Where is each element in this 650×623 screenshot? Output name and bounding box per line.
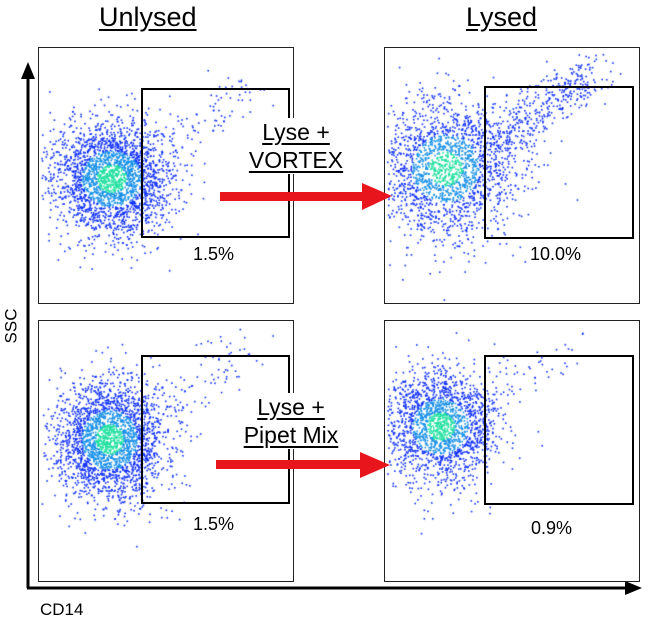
gate-percent: 1.5% — [193, 244, 235, 264]
scatter-top-right — [385, 48, 641, 305]
panel-bottom-left: 1.5% — [38, 320, 295, 583]
scatter-top-left — [39, 48, 295, 305]
gate-box — [484, 86, 634, 239]
panel-bottom-right: 0.9% — [384, 320, 641, 583]
y-axis-title: SSC — [1, 308, 21, 344]
step-label-line1: Lyse + — [257, 394, 325, 420]
panel-top-right: 10.0% — [384, 47, 641, 305]
y-axis-arrowhead — [21, 62, 35, 79]
column-title-unlysed: Unlysed — [99, 2, 197, 32]
step-label-line2: Pipet Mix — [243, 422, 339, 448]
x-axis-title: CD14 — [40, 600, 84, 619]
column-title-lysed: Lysed — [466, 2, 538, 32]
gate-percent: 1.5% — [193, 514, 235, 534]
x-axis-arrowhead — [625, 581, 642, 595]
step-label-vortex: Lyse + VORTEX — [228, 118, 364, 174]
step-label-pipet-mix: Lyse + Pipet Mix — [222, 393, 360, 449]
scatter-bottom-right — [385, 321, 641, 583]
panel-top-left: 1.5% — [38, 47, 295, 305]
gate-percent: 10.0% — [530, 244, 582, 264]
step-label-line1: Lyse + — [262, 119, 330, 145]
gate-box — [484, 355, 634, 505]
step-label-line2: VORTEX — [248, 147, 344, 173]
scatter-bottom-left — [39, 321, 295, 583]
gate-percent: 0.9% — [531, 518, 573, 538]
